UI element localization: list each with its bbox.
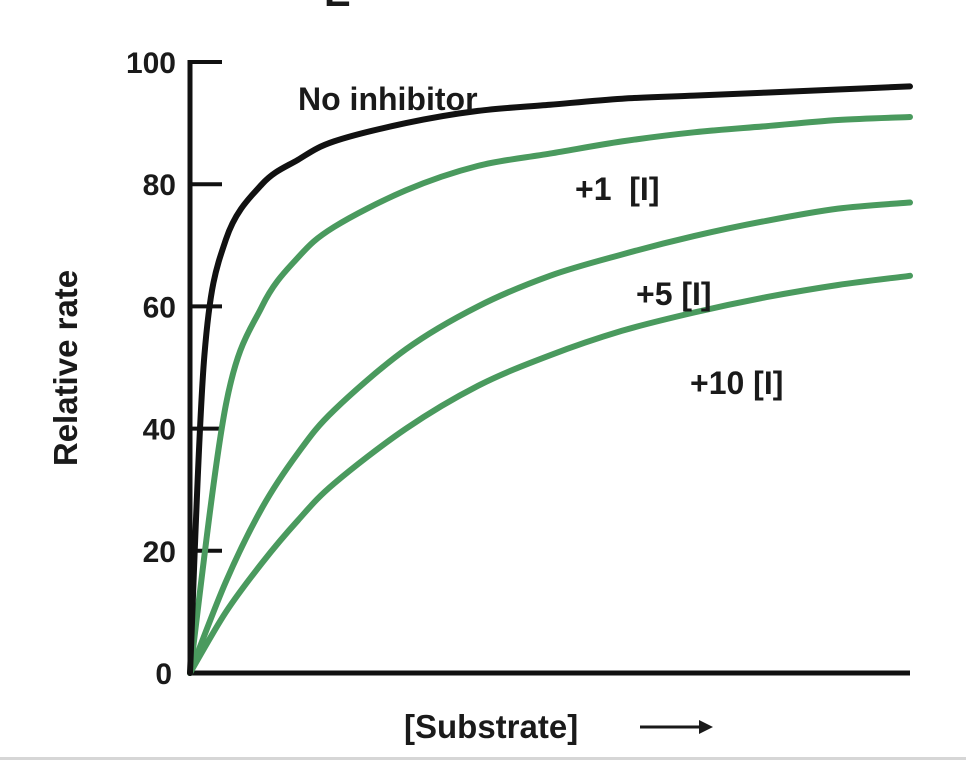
cropped-panel-letter: E — [324, 0, 351, 15]
y-tick-label: 100 — [126, 47, 176, 80]
y-axis-title: Relative rate — [47, 270, 84, 466]
bottom-divider — [0, 757, 966, 760]
y-axis-ticks: 0 20 40 60 80 100 — [126, 47, 222, 691]
series-label-plus-1-inhibitor: +1 [I] — [575, 171, 659, 207]
y-tick-label: 60 — [143, 291, 176, 324]
curve-no-inhibitor — [187, 83, 913, 676]
y-tick-label: 20 — [143, 536, 176, 569]
series-label-plus-5-inhibitor: +5 [I] — [636, 276, 712, 312]
series-label-no-inhibitor: No inhibitor — [298, 81, 478, 117]
y-tick-label: 80 — [143, 169, 176, 202]
curve-plus-5-inhibitor — [187, 199, 913, 676]
y-tick-label: 40 — [143, 414, 176, 447]
series-label-plus-10-inhibitor: +10 [I] — [690, 365, 783, 401]
curve-plus-1-inhibitor — [187, 114, 913, 676]
curve-plus-10-inhibitor — [187, 272, 913, 676]
y-tick-label: 0 — [155, 658, 172, 691]
plot-curves — [187, 83, 913, 676]
x-axis-title: [Substrate] — [404, 708, 578, 745]
x-axis-arrow — [640, 720, 713, 734]
series-labels: No inhibitor +1 [I] +5 [I] +10 [I] — [298, 81, 783, 401]
